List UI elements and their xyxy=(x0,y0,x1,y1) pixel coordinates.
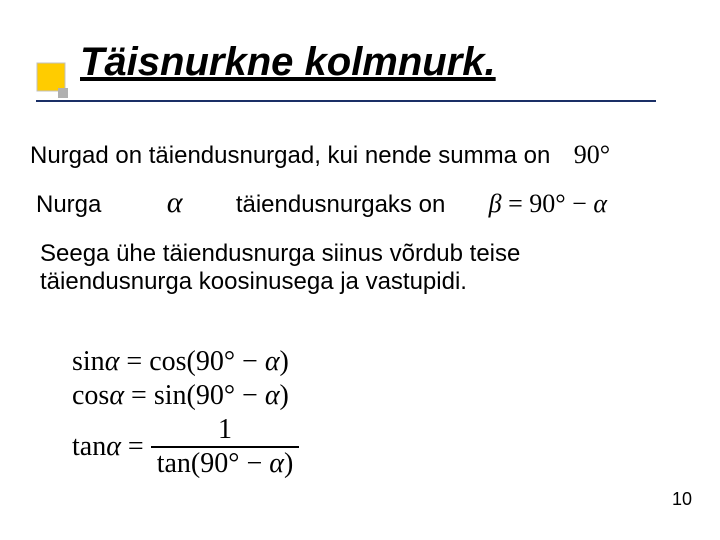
text: Nurgad on täiendusnurgad, kui nende summ… xyxy=(30,142,550,169)
formula-tan: tanα = 1 tan(90° − α) xyxy=(72,416,299,478)
numerator: 1 xyxy=(212,416,238,444)
denominator: tan(90° − α) xyxy=(151,450,300,478)
body-line-2: Nurga α täiendusnurgaks on β = 90° − α xyxy=(36,186,607,220)
formula-sin: sinα = cos(90° − α) xyxy=(72,348,299,376)
lhs: sinα xyxy=(72,348,119,376)
slide-title: Täisnurkne kolmnurk. xyxy=(80,40,496,85)
lhs: tanα xyxy=(72,433,121,461)
math-90deg: 90° xyxy=(574,140,610,169)
formula-cos: cosα = sin(90° − α) xyxy=(72,382,299,410)
rhs: sin(90° − α) xyxy=(154,382,289,410)
text: täiendusnurgaks on xyxy=(236,191,445,218)
text: Nurga xyxy=(36,191,101,218)
title-underline-rule xyxy=(36,100,656,102)
math-beta-expr: β = 90° − α xyxy=(489,189,607,218)
slide: Täisnurkne kolmnurk. Nurgad on täiendusn… xyxy=(0,0,720,540)
body-line-1: Nurgad on täiendusnurgad, kui nende summ… xyxy=(30,140,610,170)
rhs: cos(90° − α) xyxy=(149,348,289,376)
formula-block: sinα = cos(90° − α) cosα = sin(90° − α) … xyxy=(72,348,299,484)
body-line-3: Seega ühe täiendusnurga siinus võrdub te… xyxy=(40,240,640,296)
header-bullet-icon xyxy=(36,62,66,92)
lhs: cosα xyxy=(72,382,124,410)
fraction: 1 tan(90° − α) xyxy=(151,416,300,478)
page-number: 10 xyxy=(672,489,692,510)
math-alpha: α xyxy=(167,186,183,219)
